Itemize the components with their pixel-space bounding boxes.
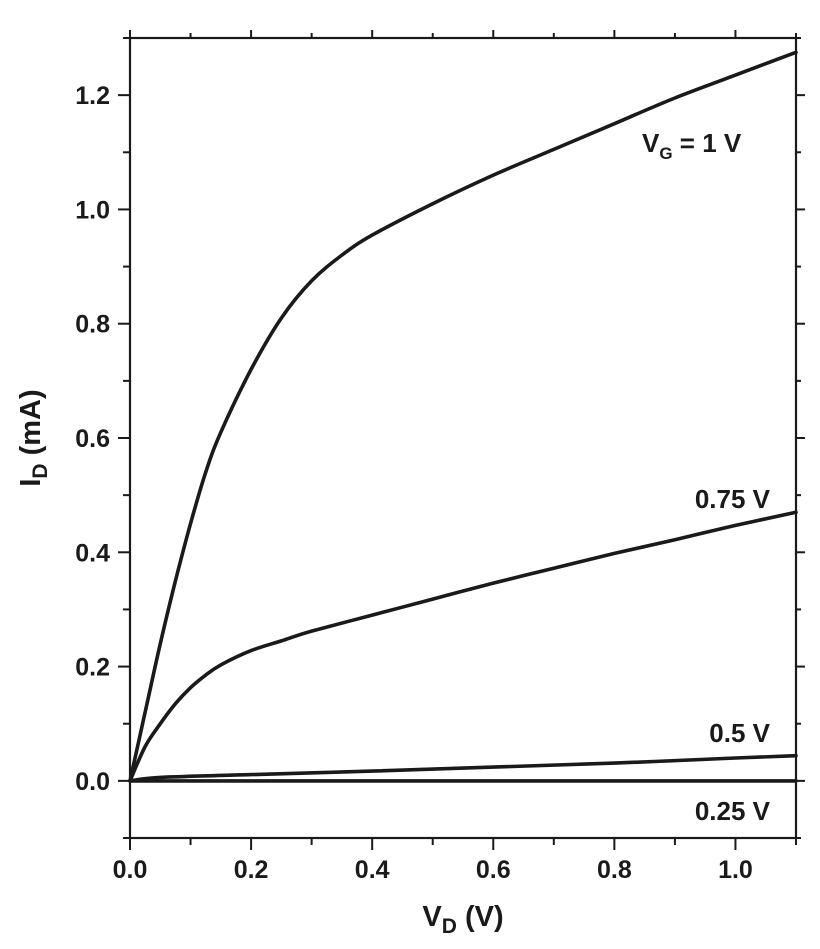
series-line bbox=[128, 50, 798, 783]
y-tick-label: 1.2 bbox=[75, 82, 110, 110]
y-tick-label: 0.8 bbox=[75, 311, 110, 339]
x-tick-label: 0.2 bbox=[234, 856, 269, 884]
x-tick-label: 0.0 bbox=[113, 856, 148, 884]
y-axis-title: ID (mA) bbox=[15, 389, 52, 486]
y-tick-label: 0.4 bbox=[75, 539, 110, 567]
series-line bbox=[128, 753, 798, 783]
series-label: 0.5 V bbox=[709, 718, 770, 748]
x-tick-label: 0.4 bbox=[355, 856, 390, 884]
series-curves bbox=[128, 50, 798, 783]
x-tick-label: 0.6 bbox=[476, 856, 511, 884]
x-tick-label: 1.0 bbox=[718, 856, 753, 884]
x-axis-title: VD (V) bbox=[422, 901, 503, 938]
series-labels: VG = 1 V 0.75 V 0.5 V 0.25 V bbox=[642, 128, 771, 826]
y-tick-label: 0.6 bbox=[75, 425, 110, 453]
y-tick-label: 0.0 bbox=[75, 768, 110, 796]
x-tick-label: 0.8 bbox=[597, 856, 632, 884]
tick-labels: 0.0 0.2 0.4 0.6 0.8 1.0 0.0 0.2 0.4 0.6 0.8 1.0 1.2 bbox=[75, 82, 753, 884]
series-label: 0.25 V bbox=[695, 796, 771, 826]
series-label: VG = 1 V bbox=[642, 128, 742, 163]
y-tick-label: 0.2 bbox=[75, 654, 110, 682]
plot-frame bbox=[128, 36, 798, 840]
series-label: 0.75 V bbox=[695, 484, 771, 514]
series-line bbox=[128, 510, 798, 783]
y-tick-label: 1.0 bbox=[75, 196, 110, 224]
